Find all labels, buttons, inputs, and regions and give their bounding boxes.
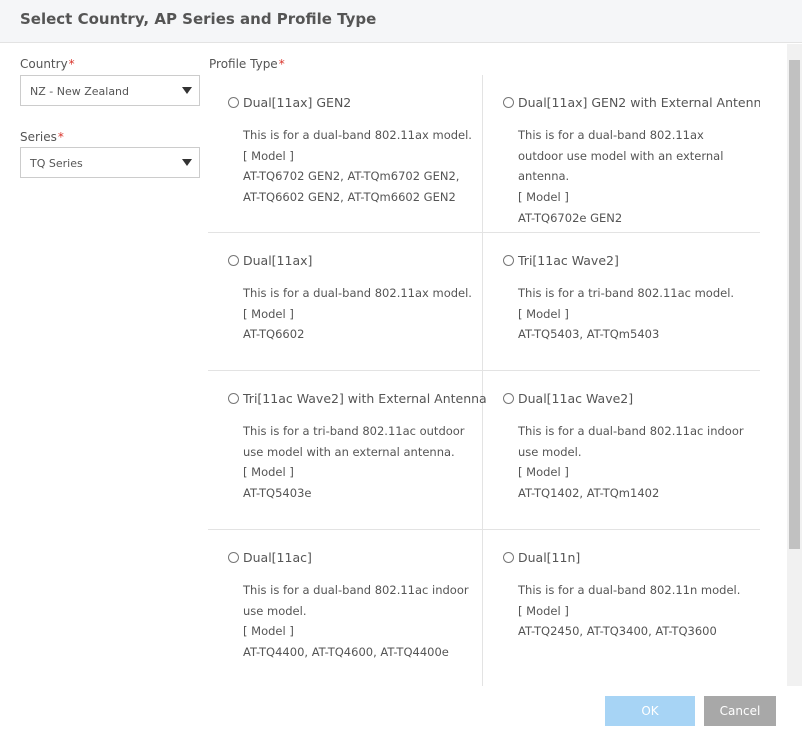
- profile-grid: Dual[11ax] GEN2 This is for a dual-band 8…: [208, 75, 760, 686]
- series-select[interactable]: TQ Series: [20, 147, 200, 178]
- required-mark: *: [57, 130, 64, 144]
- model-label: [ Model ]: [243, 465, 294, 480]
- option-description: This is for a tri-band 802.11ac outdoor …: [243, 424, 465, 459]
- model-label: [ Model ]: [243, 306, 294, 321]
- cancel-button[interactable]: Cancel: [704, 696, 776, 726]
- option-body: This is for a dual-band 802.11ac indoor …: [518, 421, 750, 504]
- profile-option[interactable]: Dual[11ax] This is for a dual-band 802.11…: [208, 233, 483, 371]
- model-label: [ Model ]: [518, 306, 569, 321]
- option-body: This is for a dual-band 802.11ax model. […: [243, 283, 475, 345]
- model-label: [ Model ]: [518, 190, 569, 205]
- option-description: This is for a dual-band 802.11ax model.: [243, 128, 472, 142]
- profile-option[interactable]: Dual[11ax] GEN2 This is for a dual-band 8…: [208, 75, 483, 233]
- dropdown-arrow: [182, 159, 192, 166]
- option-description: This is for a tri-band 802.11ac model.: [518, 286, 735, 300]
- option-models: AT-TQ5403, AT-TQm5403: [518, 327, 660, 342]
- series-label: Series*: [20, 130, 64, 144]
- option-name: Dual[11ax] GEN2: [243, 95, 352, 110]
- option-body: This is for a tri-band 802.11ac outdoor …: [243, 421, 475, 504]
- label-text: Country: [20, 57, 68, 71]
- option-body: This is for a dual-band 802.11ac indoor …: [243, 580, 475, 663]
- label-text: Profile Type: [209, 57, 278, 71]
- profile-option[interactable]: Dual[11n] This is for a dual-band 802.11n…: [483, 530, 760, 686]
- profile-type-label: Profile Type*: [209, 57, 285, 71]
- option-name: Dual[11ac]: [243, 550, 312, 565]
- dropdown-arrow: [182, 87, 192, 94]
- country-select[interactable]: NZ - New Zealand: [20, 75, 200, 106]
- profile-option[interactable]: Tri[11ac Wave2] with External Antenna Thi…: [208, 371, 487, 530]
- option-description: This is for a dual-band 802.11ax outdoor…: [518, 128, 724, 184]
- radio-button[interactable]: [228, 552, 239, 563]
- label-text: Series: [20, 130, 57, 144]
- option-name: Dual[11n]: [518, 550, 581, 565]
- header: Select Country, AP Series and Profile Ty…: [0, 0, 802, 43]
- profile-option[interactable]: Dual[11ac] This is for a dual-band 802.11…: [208, 530, 483, 686]
- required-mark: *: [68, 57, 75, 71]
- radio-button[interactable]: [503, 255, 514, 266]
- model-label: [ Model ]: [243, 624, 294, 639]
- option-description: This is for a dual-band 802.11ac indoor …: [518, 424, 744, 459]
- radio-button[interactable]: [503, 393, 514, 404]
- option-description: This is for a dual-band 802.11ac indoor …: [243, 583, 469, 618]
- option-name: Tri[11ac Wave2]: [518, 253, 619, 268]
- option-body: This is for a dual-band 802.11ax model. […: [243, 125, 475, 208]
- option-body: This is for a tri-band 802.11ac model. [ …: [518, 283, 750, 345]
- radio-button[interactable]: [503, 552, 514, 563]
- radio-button[interactable]: [503, 97, 514, 108]
- option-name: Dual[11ac Wave2]: [518, 391, 634, 406]
- scroll-thumb[interactable]: [789, 60, 800, 549]
- scrollbar[interactable]: [787, 44, 802, 686]
- model-label: [ Model ]: [518, 465, 569, 480]
- option-description: This is for a dual-band 802.11ax model.: [243, 286, 472, 300]
- option-models: AT-TQ6702e GEN2: [518, 210, 623, 225]
- radio-button[interactable]: [228, 97, 239, 108]
- model-label: [ Model ]: [243, 148, 294, 163]
- profile-option[interactable]: Dual[11ac Wave2] This is for a dual-band …: [483, 371, 760, 530]
- option-body: This is for a dual-band 802.11ax outdoor…: [518, 125, 750, 229]
- option-models: AT-TQ1402, AT-TQm1402: [518, 486, 660, 501]
- option-description: This is for a dual-band 802.11n model.: [518, 583, 741, 597]
- option-models: AT-TQ6602: [243, 327, 305, 342]
- option-name: Dual[11ax] GEN2 with External Antenna: [518, 95, 760, 110]
- required-mark: *: [278, 57, 285, 71]
- option-models: AT-TQ5403e: [243, 486, 312, 501]
- option-models: AT-TQ2450, AT-TQ3400, AT-TQ3600: [518, 624, 717, 639]
- profile-option[interactable]: Tri[11ac Wave2] This is for a tri-band 80…: [483, 233, 760, 371]
- select-value: NZ - New Zealand: [30, 85, 130, 98]
- select-value: TQ Series: [30, 157, 83, 170]
- option-models: AT-TQ6702 GEN2, AT-TQm6702 GEN2, AT-TQ66…: [243, 169, 460, 205]
- country-label: Country*: [20, 57, 75, 71]
- option-name: Dual[11ax]: [243, 253, 313, 268]
- option-name: Tri[11ac Wave2] with External Antenna: [243, 391, 487, 406]
- dialog-title: Select Country, AP Series and Profile Ty…: [20, 10, 377, 28]
- option-models: AT-TQ4400, AT-TQ4600, AT-TQ4400e: [243, 645, 449, 660]
- model-label: [ Model ]: [518, 603, 569, 618]
- option-body: This is for a dual-band 802.11n model. [ …: [518, 580, 750, 642]
- ok-button[interactable]: OK: [605, 696, 695, 726]
- profile-option[interactable]: Dual[11ax] GEN2 with External Antenna Thi…: [483, 75, 760, 233]
- radio-button[interactable]: [228, 255, 239, 266]
- radio-button[interactable]: [228, 393, 239, 404]
